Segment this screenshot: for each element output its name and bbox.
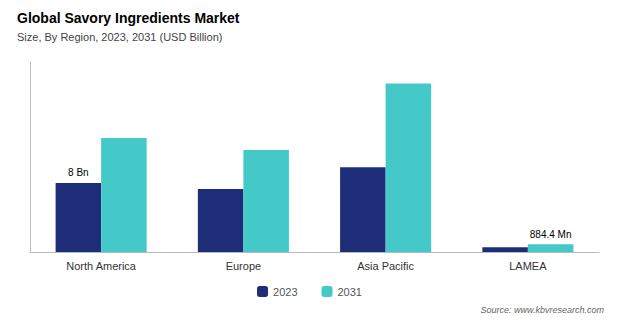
svg-text:Asia Pacific: Asia Pacific bbox=[357, 260, 414, 272]
svg-text:2031: 2031 bbox=[338, 286, 362, 298]
svg-text:LAMEA: LAMEA bbox=[509, 260, 547, 272]
svg-text:Global Savory Ingredients Mark: Global Savory Ingredients Market bbox=[17, 10, 240, 26]
svg-text:Size, By Region, 2023, 2031 (U: Size, By Region, 2023, 2031 (USD Billion… bbox=[17, 31, 222, 43]
svg-text:Source: www.kbvresearch.com: Source: www.kbvresearch.com bbox=[480, 305, 604, 315]
svg-text:884.4 Mn: 884.4 Mn bbox=[530, 229, 572, 240]
svg-text:8 Bn: 8 Bn bbox=[68, 167, 89, 178]
svg-text:North America: North America bbox=[66, 260, 137, 272]
svg-text:Europe: Europe bbox=[226, 260, 261, 272]
svg-text:2023: 2023 bbox=[273, 286, 297, 298]
